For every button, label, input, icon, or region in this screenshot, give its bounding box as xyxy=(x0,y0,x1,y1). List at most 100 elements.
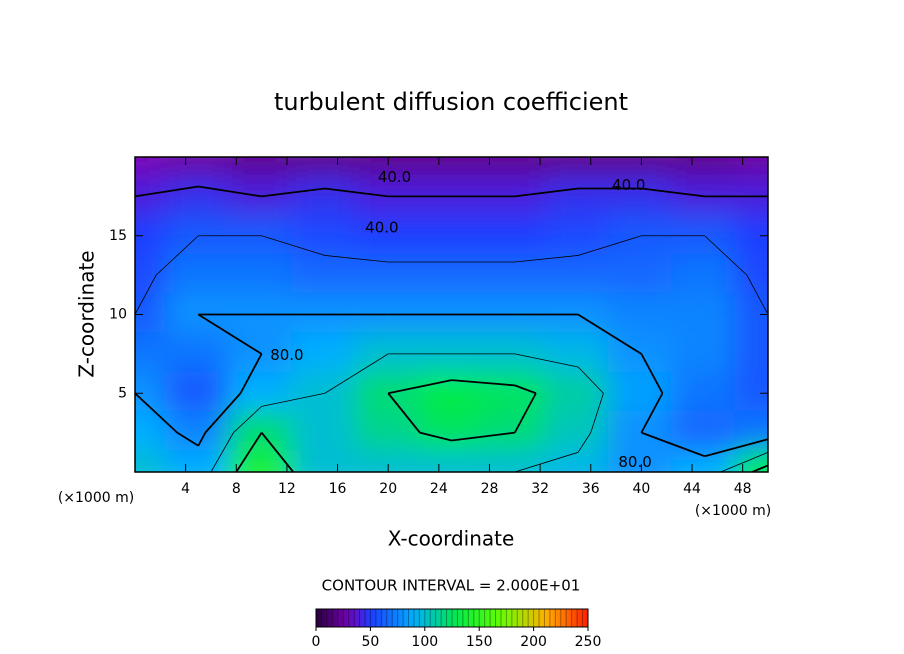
field-cell xyxy=(164,253,232,297)
field-cell xyxy=(135,157,169,179)
field-cell xyxy=(734,253,768,297)
contour-segment xyxy=(260,432,294,472)
field-cell xyxy=(135,410,169,455)
field-cell xyxy=(544,450,612,472)
contour-segment xyxy=(261,392,325,407)
field-cell xyxy=(417,450,486,472)
field-cell xyxy=(544,253,612,297)
contour-segment xyxy=(197,432,207,447)
field-cell xyxy=(544,157,612,179)
contour-segment xyxy=(261,187,326,198)
contour-segment xyxy=(239,353,263,394)
contour-segment xyxy=(514,353,579,368)
x-tick-label: 8 xyxy=(232,481,241,497)
contour-segment xyxy=(204,392,242,434)
field-cell xyxy=(291,157,359,179)
y-axis-title: Z-coordinate xyxy=(75,250,99,377)
field-cell xyxy=(607,174,676,219)
colorbar-tick-label: 200 xyxy=(520,634,547,650)
contour-segment xyxy=(641,187,705,198)
contour-segment xyxy=(577,313,642,355)
field-cell xyxy=(164,410,232,455)
contour-lines: 40.0 40.0 40.0 80.0 80.0 xyxy=(135,168,768,472)
contour-label: 40.0 xyxy=(365,218,398,236)
x-tick-label: 32 xyxy=(531,481,549,497)
contour-label: 40.0 xyxy=(378,168,411,186)
contour-segment xyxy=(751,464,768,472)
field-cell xyxy=(544,410,612,455)
contour-segment xyxy=(451,431,515,442)
x-tick-label: 4 xyxy=(181,481,190,497)
field-cell xyxy=(671,157,739,179)
field-cell xyxy=(354,157,422,179)
x-unit-label: (×1000 m) xyxy=(695,503,771,519)
contour-segment xyxy=(233,406,262,433)
x-tick-label: 24 xyxy=(430,481,448,497)
field-cell xyxy=(227,157,296,179)
field-cell xyxy=(291,450,359,472)
colorbar-ticks: 0 50 100 150 200 250 xyxy=(312,609,602,650)
contour-segment xyxy=(514,384,537,395)
field-cell xyxy=(291,410,359,455)
x-unit-label: (×1000 m) xyxy=(58,490,134,506)
contour-segment xyxy=(176,431,199,447)
field-cell xyxy=(671,450,739,472)
field-cell xyxy=(607,292,676,337)
colorbar-tick-label: 250 xyxy=(575,634,602,650)
contour-segment xyxy=(514,187,579,198)
contour-segment xyxy=(419,431,452,442)
field-cell xyxy=(607,253,676,297)
field-cell xyxy=(417,253,486,297)
contour-segment xyxy=(388,379,452,395)
contour-segment xyxy=(514,255,579,263)
contour-segment xyxy=(197,313,263,355)
contour-segment xyxy=(746,274,768,315)
contour-segment xyxy=(577,366,604,394)
field-cell xyxy=(164,157,232,179)
contour-segment xyxy=(261,235,326,256)
colorbar-tick-label: 50 xyxy=(361,634,379,650)
contour-segment xyxy=(704,235,748,276)
x-tick-label: 40 xyxy=(632,481,650,497)
x-tick-label: 16 xyxy=(329,481,347,497)
contour-segment xyxy=(514,392,537,434)
contour-label: 80.0 xyxy=(270,346,303,364)
field-cell xyxy=(227,450,296,472)
x-tick-label: 48 xyxy=(734,481,752,497)
x-tick-label: 28 xyxy=(481,481,499,497)
y-tick-label: 10 xyxy=(109,307,127,323)
x-tick-label: 36 xyxy=(582,481,600,497)
field-cell xyxy=(291,214,359,258)
field-cell xyxy=(417,157,486,179)
field-cell xyxy=(481,214,549,258)
y-tick-label: 5 xyxy=(118,385,127,401)
field-cell xyxy=(227,371,296,415)
contour-label: 40.0 xyxy=(612,176,645,194)
field-cell xyxy=(354,410,422,455)
contour-segment xyxy=(704,438,768,458)
x-tick-label: 12 xyxy=(278,481,296,497)
x-axis-title: X-coordinate xyxy=(388,527,515,551)
field-cell xyxy=(671,292,739,337)
colorbar-tick-label: 0 xyxy=(312,634,321,650)
contour-label: 80.0 xyxy=(618,453,651,471)
x-tick-label: 44 xyxy=(683,481,701,497)
contour-segment xyxy=(235,432,263,472)
field-cell xyxy=(135,332,169,376)
field-cell xyxy=(734,332,768,376)
contour-segment xyxy=(514,451,579,472)
field-cell xyxy=(671,371,739,415)
y-tick-label: 15 xyxy=(109,228,127,244)
field: 40.0 40.0 40.0 80.0 80.0 xyxy=(135,157,768,472)
field-cell xyxy=(354,214,422,258)
contour-segment xyxy=(324,255,389,263)
field-cell xyxy=(671,332,739,376)
chart-title: turbulent diffusion coefficient xyxy=(274,88,628,116)
field-cell xyxy=(544,332,612,376)
colorbar xyxy=(315,608,589,628)
field-cell xyxy=(354,450,422,472)
contour-segment xyxy=(324,187,389,198)
field-cell xyxy=(135,450,169,472)
contour-segment xyxy=(324,353,389,394)
